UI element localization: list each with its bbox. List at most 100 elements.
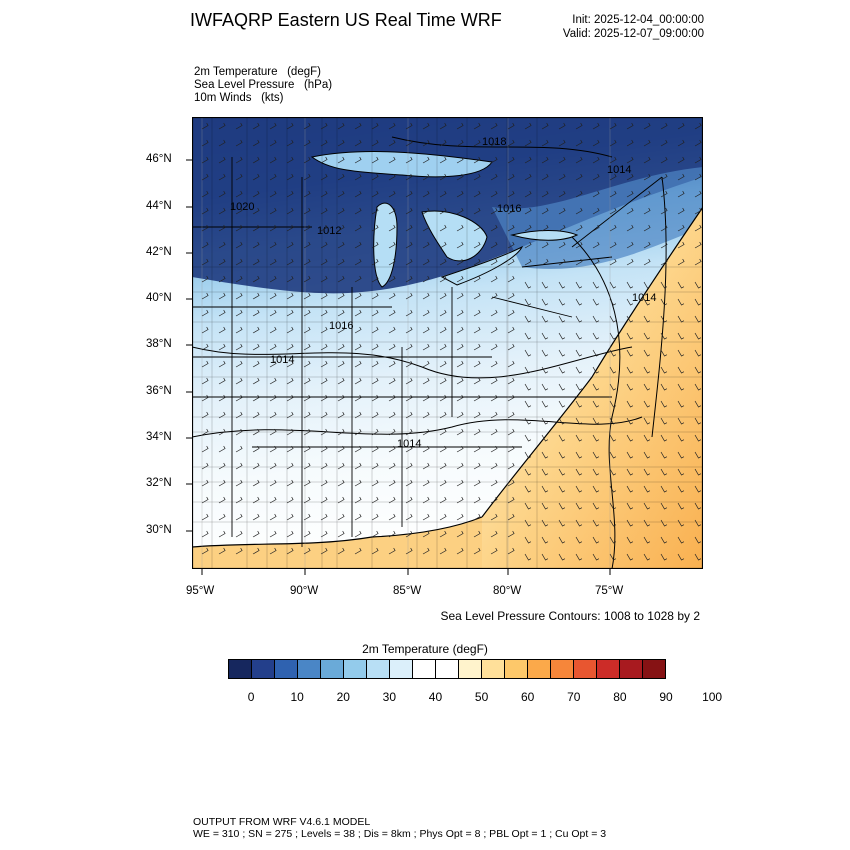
wind-barb: [422, 513, 430, 521]
wind-barb: [405, 309, 413, 317]
wind-barb: [660, 400, 668, 408]
wind-barb: [643, 349, 651, 357]
wind-barb: [388, 445, 396, 453]
wind-barb: [422, 258, 430, 266]
wind-barb: [507, 122, 515, 130]
wind-barb: [575, 434, 583, 442]
wind-barb: [490, 309, 498, 317]
wind-barb: [677, 349, 685, 357]
wind-barb: [286, 360, 294, 368]
wind-barb: [694, 332, 702, 340]
wind-barb: [405, 377, 413, 385]
wind-barb: [235, 173, 243, 181]
wind-barb: [201, 343, 209, 351]
lon-label: 80°W: [493, 585, 522, 597]
wind-barb: [575, 536, 583, 544]
wind-barb: [524, 502, 532, 510]
run-times: Init: 2025-12-04_00:00:00 Valid: 2025-12…: [563, 13, 704, 41]
wind-barb: [337, 156, 345, 164]
wind-barb: [320, 462, 328, 470]
wind-barb: [439, 445, 447, 453]
wind-barb: [677, 434, 685, 442]
wind-barb: [473, 173, 481, 181]
wind-barb: [643, 366, 651, 374]
wind-barb: [558, 451, 566, 459]
colorbar-swatch: [229, 660, 252, 678]
wind-barb: [660, 519, 668, 527]
wind-barb: [541, 519, 549, 527]
wind-barb: [660, 383, 668, 391]
wind-barb: [422, 445, 430, 453]
wind-barb: [303, 190, 311, 198]
wind-barb: [286, 445, 294, 453]
wind-barb: [626, 281, 634, 289]
field-winds: 10m Winds (kts): [194, 92, 284, 104]
wind-barb: [320, 547, 328, 555]
wind-barb: [303, 343, 311, 351]
wind-barb: [677, 156, 685, 164]
wind-barb: [694, 258, 702, 266]
wind-barb: [269, 139, 277, 147]
wind-barb: [235, 207, 243, 215]
wind-barb: [507, 411, 515, 419]
wind-barb: [592, 468, 600, 476]
wind-barb: [694, 190, 702, 198]
wind-barb: [660, 281, 668, 289]
wind-barb: [643, 315, 651, 323]
wind-barb: [677, 451, 685, 459]
wind-barb: [456, 343, 464, 351]
wind-barb: [388, 360, 396, 368]
wind-barb: [320, 411, 328, 419]
wind-barb: [405, 207, 413, 215]
wind-barb: [269, 122, 277, 130]
wind-barb: [507, 190, 515, 198]
wind-barb: [609, 173, 617, 181]
colorbar-title: 2m Temperature (degF): [362, 642, 488, 656]
wind-barb: [575, 139, 583, 147]
wind-barb: [371, 547, 379, 555]
lon-label: 95°W: [186, 585, 215, 597]
wind-barb: [303, 139, 311, 147]
wind-barb: [524, 258, 532, 266]
wind-barb: [405, 292, 413, 300]
wind-barb: [473, 224, 481, 232]
wind-barb: [609, 485, 617, 493]
wind-barb: [592, 173, 600, 181]
wind-barb: [694, 156, 702, 164]
lat-label: 44°N: [146, 200, 172, 212]
wind-barb: [269, 445, 277, 453]
wind-barb: [694, 281, 702, 289]
wind-barb: [422, 462, 430, 470]
wind-barb: [456, 479, 464, 487]
field-pressure: Sea Level Pressure (hPa): [194, 79, 333, 91]
wind-barb: [592, 400, 600, 408]
wind-barb: [694, 315, 702, 323]
wind-barb: [201, 411, 209, 419]
wind-barb: [422, 343, 430, 351]
wind-barb: [507, 394, 515, 402]
wind-barb: [575, 122, 583, 130]
wind-barb: [592, 258, 600, 266]
wind-barb: [473, 377, 481, 385]
wind-barb: [575, 241, 583, 249]
wind-barb: [439, 292, 447, 300]
pressure-label: 1014: [270, 354, 294, 366]
wind-barb: [524, 383, 532, 391]
wind-barb: [575, 156, 583, 164]
wind-barb: [473, 122, 481, 130]
wind-barb: [490, 462, 498, 470]
wind-barb: [507, 530, 515, 538]
wind-barb: [337, 377, 345, 385]
wind-barb: [626, 553, 634, 561]
wind-barb: [575, 349, 583, 357]
wind-barb: [405, 496, 413, 504]
wind-barb: [235, 326, 243, 334]
wind-barb: [490, 428, 498, 436]
wind-barb: [660, 298, 668, 306]
wind-barb: [609, 468, 617, 476]
wind-barb: [320, 360, 328, 368]
wind-barb: [575, 451, 583, 459]
colorbar-swatch: [367, 660, 390, 678]
wind-barb: [609, 298, 617, 306]
wind-barb: [507, 292, 515, 300]
